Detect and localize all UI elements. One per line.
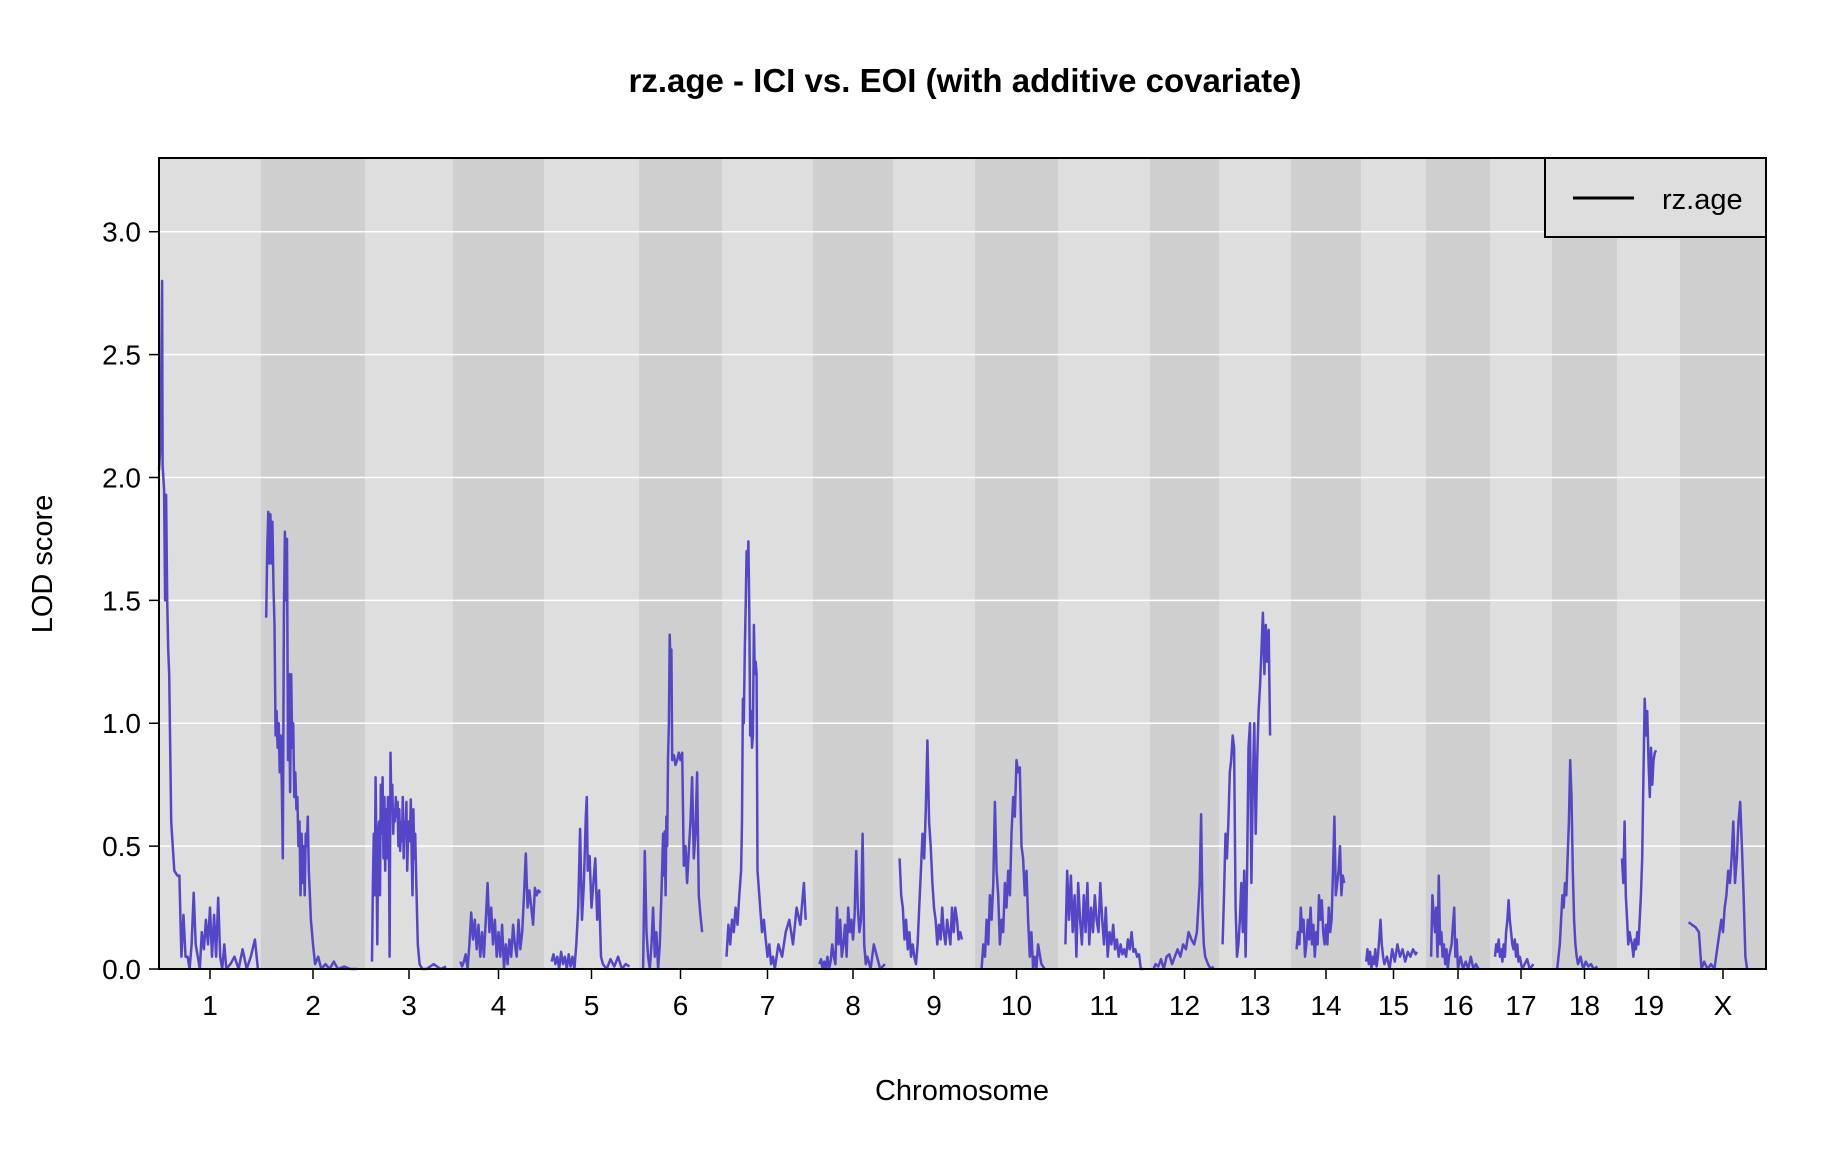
band-chr-8 [813, 158, 893, 969]
x-tick-label-chr-9: 9 [926, 990, 942, 1021]
lod-line-chr-8 [818, 832, 886, 971]
lod-line-chr-13 [1221, 611, 1272, 958]
lod-line-chr-17 [1493, 898, 1535, 971]
band-chr-4 [453, 158, 544, 969]
lod-line-chr-2 [264, 510, 358, 971]
x-tick-label-chr-17: 17 [1505, 990, 1536, 1021]
band-chr-7 [722, 158, 813, 969]
lod-line-chr-14 [1295, 815, 1346, 958]
y-tick-label: 2.0 [102, 462, 141, 493]
y-axis-label: LOD score [27, 495, 59, 634]
band-chr-16 [1426, 158, 1490, 969]
lod-line-chr-16 [1429, 874, 1480, 971]
x-tick-label-chr-13: 13 [1239, 990, 1270, 1021]
x-tick-label-chr-11: 11 [1089, 990, 1118, 1021]
x-tick-label-chr-7: 7 [760, 990, 776, 1021]
band-chr-9 [893, 158, 975, 969]
lod-line-chr-10 [980, 758, 1046, 971]
x-tick-label-chr-19: 19 [1633, 990, 1664, 1021]
lod-line-chr-11 [1064, 869, 1144, 971]
band-chr-10 [975, 158, 1058, 969]
band-chr-15 [1361, 158, 1426, 969]
chart-title: rz.age - ICI vs. EOI (with additive cova… [628, 62, 1301, 99]
band-chr-6 [639, 158, 722, 969]
x-axis-label: Chromosome [875, 1075, 1049, 1107]
legend-entry-label: rz.age [1662, 184, 1743, 216]
x-tick-label-chr-10: 10 [1001, 990, 1032, 1021]
lod-line-chr-4 [459, 852, 542, 971]
lod-line-chr-3 [370, 751, 447, 971]
lod-line-chr-15 [1364, 918, 1419, 971]
band-chr-12 [1150, 158, 1219, 969]
y-tick-label: 0.5 [102, 831, 141, 862]
band-chr-13 [1219, 158, 1291, 969]
lod-curve [157, 279, 1749, 971]
y-tick-label: 1.5 [102, 585, 141, 616]
y-tick-label: 2.5 [102, 340, 141, 371]
x-tick-label-chr-3: 3 [401, 990, 417, 1021]
x-tick-label-chr-5: 5 [584, 990, 600, 1021]
lod-line-chr-6 [641, 633, 704, 971]
band-chr-5 [544, 158, 639, 969]
band-chr-19 [1617, 158, 1680, 969]
lod-line-chr-18 [1555, 758, 1599, 971]
x-tick-label-chr-2: 2 [305, 990, 321, 1021]
plot-frame [158, 157, 1767, 970]
x-tick-label-chr-1: 1 [202, 990, 218, 1021]
x-tick-label-chr-X: X [1714, 990, 1733, 1021]
lod-line-chr-7 [725, 540, 807, 971]
x-tick-label-chr-15: 15 [1378, 990, 1409, 1021]
y-tick-label: 0.0 [102, 954, 141, 985]
y-axis: 0.0 0.5 1.0 1.5 2.0 2.5 3.0 [102, 217, 159, 985]
band-chr-18 [1552, 158, 1617, 969]
band-chr-11 [1058, 158, 1150, 969]
x-tick-label-chr-8: 8 [845, 990, 861, 1021]
x-tick-label-chr-14: 14 [1310, 990, 1341, 1021]
x-tick-label-chr-18: 18 [1569, 990, 1600, 1021]
gridlines [159, 230, 1766, 847]
x-tick-label-chr-12: 12 [1169, 990, 1200, 1021]
lod-line-chr-X [1687, 800, 1749, 971]
band-chr-17 [1490, 158, 1552, 969]
x-tick-label-chr-16: 16 [1442, 990, 1473, 1021]
x-tick-label-chr-6: 6 [673, 990, 689, 1021]
lod-line-chr-19 [1620, 697, 1658, 958]
band-chr-X [1680, 158, 1766, 969]
lod-line-chr-5 [550, 795, 631, 971]
y-tick-label: 1.0 [102, 708, 141, 739]
band-chr-1 [159, 158, 261, 969]
y-tick-label: 3.0 [102, 217, 141, 248]
lod-line-chr-1 [157, 279, 260, 971]
lod-line-chr-9 [898, 739, 964, 966]
x-tick-label-chr-4: 4 [491, 990, 507, 1021]
x-axis: 1 2 3 4 5 6 7 8 9 10 11 12 13 14 15 16 17 18 19 X [202, 969, 1733, 1021]
legend: rz.age [1544, 157, 1767, 238]
band-chr-14 [1291, 158, 1361, 969]
band-chr-2 [261, 158, 365, 969]
